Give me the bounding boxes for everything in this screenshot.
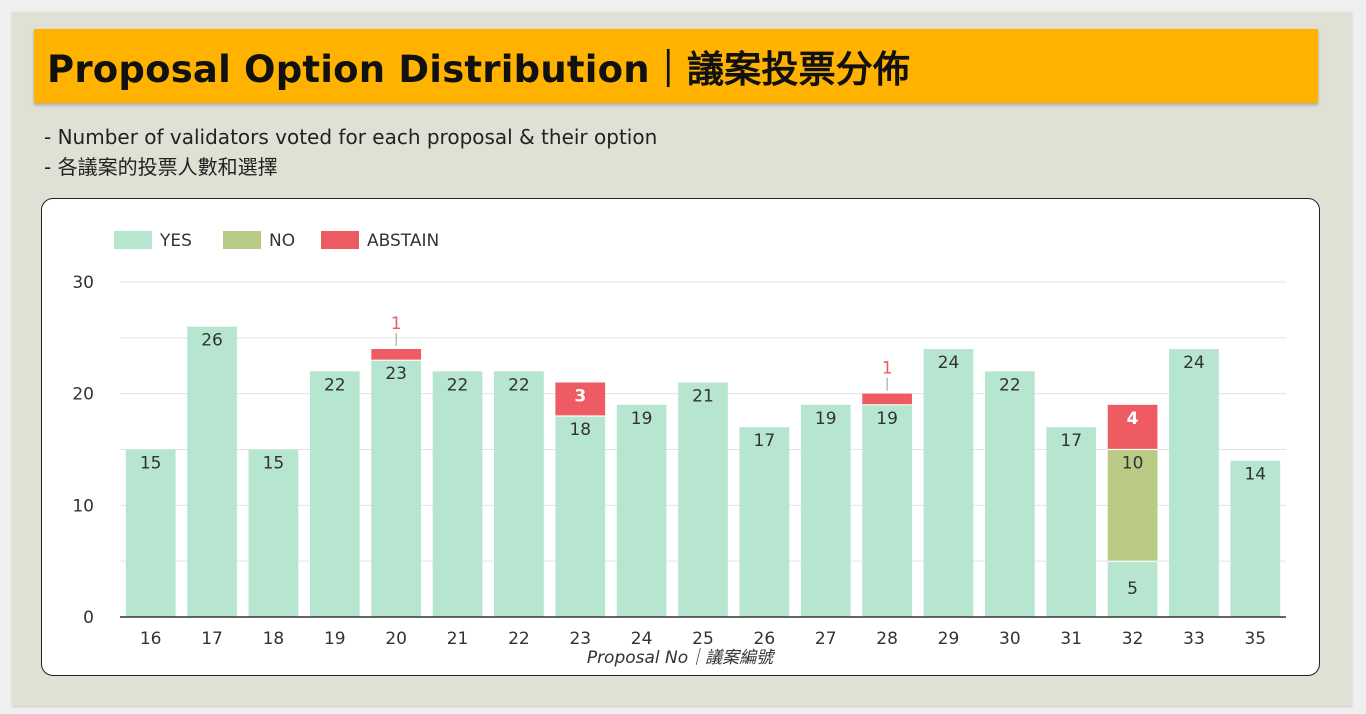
bar-no-32 bbox=[1107, 449, 1158, 562]
data-label-abstain-23: 3 bbox=[574, 387, 586, 407]
legend-swatch-yes[interactable] bbox=[114, 231, 152, 249]
page-title: Proposal Option Distribution｜議案投票分佈 bbox=[47, 48, 911, 91]
chart-legend[interactable]: YES NO ABSTAIN bbox=[114, 231, 439, 251]
data-label-yes-35: 14 bbox=[1244, 465, 1266, 485]
data-label-yes-19: 22 bbox=[324, 375, 346, 395]
data-label-yes-20: 23 bbox=[385, 364, 407, 384]
bar-yes-29 bbox=[923, 349, 974, 617]
bar-yes-17 bbox=[187, 326, 237, 617]
x-tick-label: 22 bbox=[508, 629, 530, 649]
x-tick-label: 17 bbox=[201, 629, 223, 649]
data-label-yes-23: 18 bbox=[569, 420, 591, 440]
x-tick-label: 33 bbox=[1183, 629, 1205, 649]
bar-yes-32 bbox=[1107, 561, 1158, 617]
legend-label-no[interactable]: NO bbox=[269, 231, 295, 251]
data-label-no-32: 10 bbox=[1122, 454, 1144, 474]
bar-yes-30 bbox=[984, 371, 1035, 617]
bar-abstain-28 bbox=[862, 393, 912, 405]
y-tick-label: 0 bbox=[83, 608, 94, 628]
bar-yes-33 bbox=[1169, 349, 1219, 617]
data-label-yes-22: 22 bbox=[508, 375, 530, 395]
data-label-yes-26: 17 bbox=[754, 431, 776, 451]
data-label-yes-21: 22 bbox=[447, 375, 469, 395]
bar-series: 15 26 15 22 23 1 22 22 18 3 19 21 17 19 19 1 24 22 17 5 10 4 2… bbox=[125, 314, 1281, 617]
legend-swatch-no[interactable] bbox=[223, 231, 261, 249]
y-tick-label: 30 bbox=[72, 273, 94, 293]
bar-yes-16 bbox=[125, 449, 176, 617]
legend-swatch-abstain[interactable] bbox=[321, 231, 359, 249]
bar-yes-20 bbox=[371, 360, 422, 617]
bar-yes-31 bbox=[1046, 427, 1097, 617]
x-tick-label: 23 bbox=[569, 629, 591, 649]
data-label-yes-17: 26 bbox=[201, 331, 223, 351]
x-tick-label: 30 bbox=[999, 629, 1021, 649]
bar-abstain-32 bbox=[1107, 404, 1158, 450]
x-tick-label: 31 bbox=[1060, 629, 1082, 649]
bar-yes-22 bbox=[494, 371, 544, 617]
title-banner: Proposal Option Distribution｜議案投票分佈 bbox=[34, 29, 1318, 103]
data-label-yes-30: 22 bbox=[999, 375, 1021, 395]
data-label-abstain-28: 1 bbox=[882, 359, 893, 379]
data-label-abstain-32: 4 bbox=[1127, 409, 1139, 429]
dashboard-panel: Proposal Option Distribution｜議案投票分佈 - Nu… bbox=[12, 12, 1352, 706]
data-label-yes-33: 24 bbox=[1183, 353, 1205, 373]
y-tick-label: 20 bbox=[72, 385, 94, 405]
bar-yes-24 bbox=[616, 404, 667, 617]
bar-yes-28 bbox=[862, 404, 912, 617]
x-tick-label: 16 bbox=[140, 629, 162, 649]
x-tick-label: 29 bbox=[938, 629, 960, 649]
x-tick-label: 28 bbox=[876, 629, 898, 649]
bar-yes-19 bbox=[309, 371, 360, 617]
x-tick-label: 26 bbox=[754, 629, 776, 649]
x-tick-label: 32 bbox=[1122, 629, 1144, 649]
y-axis: 0 10 20 30 bbox=[72, 273, 94, 628]
data-label-yes-25: 21 bbox=[692, 387, 714, 407]
bar-abstain-23 bbox=[555, 382, 606, 416]
bar-yes-26 bbox=[739, 427, 790, 617]
data-label-yes-24: 19 bbox=[631, 409, 653, 429]
x-tick-label: 35 bbox=[1244, 629, 1266, 649]
x-tick-label: 24 bbox=[631, 629, 653, 649]
description-line-zh: - 各議案的投票人數和選擇 bbox=[44, 155, 278, 179]
x-tick-label: 19 bbox=[324, 629, 346, 649]
data-label-yes-27: 19 bbox=[815, 409, 837, 429]
legend-label-abstain[interactable]: ABSTAIN bbox=[367, 231, 439, 251]
data-label-yes-18: 15 bbox=[263, 454, 285, 474]
bar-yes-23 bbox=[555, 416, 606, 617]
data-label-yes-32: 5 bbox=[1127, 579, 1138, 599]
bar-yes-18 bbox=[248, 449, 299, 617]
bar-yes-27 bbox=[800, 404, 851, 617]
chart-card: YES NO ABSTAIN 0 10 20 30 15 26 15 22 23 1 22 22 18 3 1… bbox=[41, 198, 1320, 676]
legend-label-yes[interactable]: YES bbox=[159, 231, 192, 251]
x-axis-title: Proposal No｜議案編號 bbox=[587, 648, 776, 668]
data-label-yes-28: 19 bbox=[876, 409, 898, 429]
x-tick-label: 20 bbox=[385, 629, 407, 649]
data-label-yes-16: 15 bbox=[140, 454, 162, 474]
x-tick-label: 18 bbox=[263, 629, 285, 649]
bar-abstain-20 bbox=[371, 349, 422, 361]
y-tick-label: 10 bbox=[72, 496, 94, 516]
description-line-en: - Number of validators voted for each pr… bbox=[44, 125, 658, 149]
description: - Number of validators voted for each pr… bbox=[44, 122, 657, 182]
x-tick-label: 25 bbox=[692, 629, 714, 649]
x-tick-label: 27 bbox=[815, 629, 837, 649]
x-tick-label: 21 bbox=[447, 629, 469, 649]
data-label-yes-31: 17 bbox=[1060, 431, 1082, 451]
bar-yes-21 bbox=[432, 371, 483, 617]
bar-yes-35 bbox=[1230, 460, 1281, 617]
data-label-yes-29: 24 bbox=[938, 353, 960, 373]
x-axis: 16 17 18 19 20 21 22 23 24 25 26 27 28 29 30 31 32 33 35 bbox=[120, 616, 1286, 649]
data-label-abstain-20: 1 bbox=[391, 314, 402, 334]
bar-yes-25 bbox=[678, 382, 728, 617]
